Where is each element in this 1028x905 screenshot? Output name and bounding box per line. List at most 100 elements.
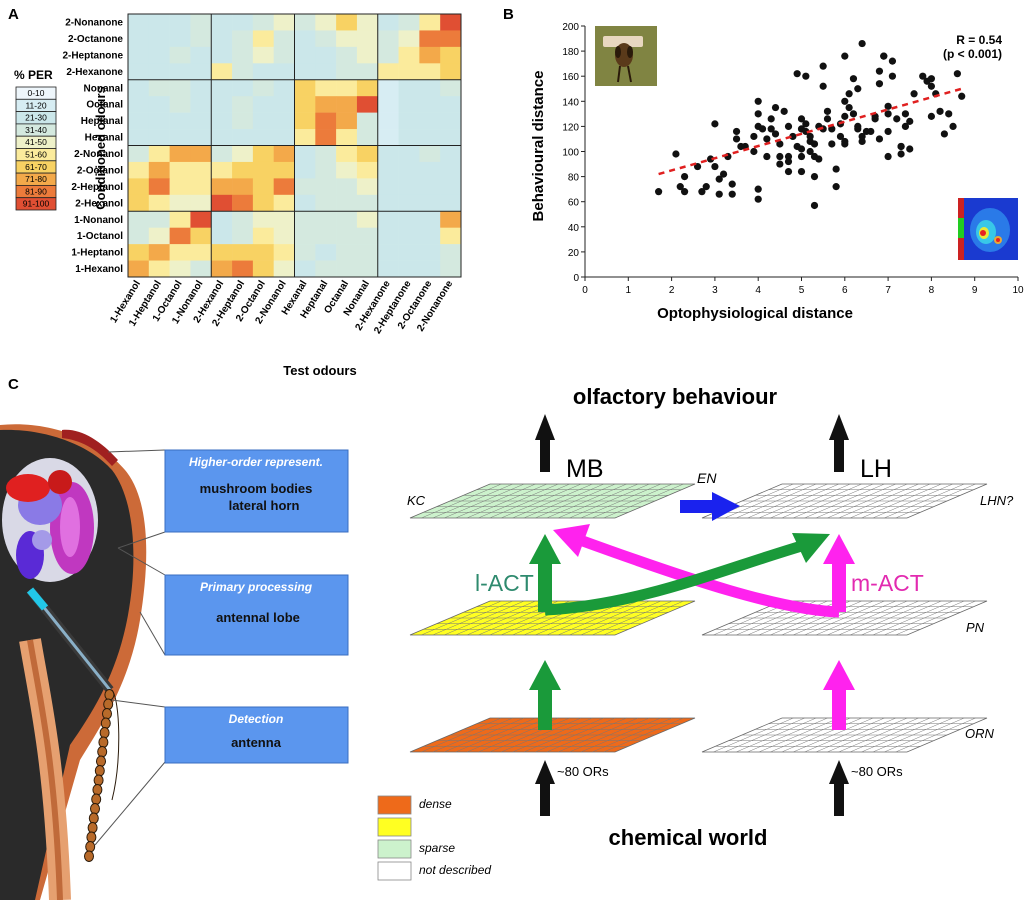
olfactory-behaviour-label: olfactory behaviour (573, 384, 778, 409)
scatter-point (906, 117, 914, 125)
heatmap-cell (356, 96, 379, 113)
heatmap-cell (169, 63, 191, 81)
scatter-point (754, 97, 762, 105)
heatmap-cell (398, 178, 420, 196)
heatmap-cell (128, 46, 150, 64)
heatmap-cell (190, 244, 212, 261)
heatmap-cell (232, 46, 254, 64)
heatmap-cell (294, 30, 316, 48)
panel-label-a: A (8, 6, 19, 23)
heatmap-cell (440, 244, 462, 261)
heatmap-cell (315, 244, 337, 261)
heatmap-cell (148, 14, 170, 31)
scatter-point (819, 82, 827, 90)
heatmap-cell (440, 145, 462, 163)
x-tick-label: 5 (799, 285, 805, 296)
scatter-point (823, 115, 832, 123)
heatmap-cell (232, 161, 254, 179)
density-legend-label: not described (419, 863, 491, 877)
heatmap-cell (440, 96, 462, 113)
heatmap-cell (398, 30, 420, 48)
heatmap-cell (398, 129, 420, 146)
row-label: 2-Heptanone (62, 50, 123, 61)
row-label: 2-Nonanol (74, 149, 123, 160)
heatmap-cell (377, 96, 399, 113)
scatter-point (728, 180, 736, 188)
heatmap-cell (336, 112, 358, 130)
heatmap-cell (440, 14, 462, 31)
heatmap-cell (294, 161, 316, 179)
x-tick-label: 3 (712, 285, 718, 296)
heatmap-cell (377, 112, 399, 130)
heatmap-cell (211, 260, 233, 278)
heatmap-cell (440, 46, 462, 64)
scatter-point (828, 140, 836, 148)
heatmap-cell (190, 161, 212, 179)
scatter-point (797, 152, 806, 161)
scatter-point (680, 173, 689, 181)
y-tick-label: 180 (562, 47, 579, 58)
heatmap-cell (356, 30, 379, 48)
scatter-point (784, 167, 793, 176)
heatmap-cell (232, 14, 254, 31)
row-label: 1-Nonanol (74, 215, 123, 226)
heatmap-cell (336, 260, 358, 278)
bee-head-illustration (0, 424, 147, 900)
pn-plane-right (701, 600, 988, 636)
heatmap-cell (211, 145, 233, 163)
orn-label: ORN (965, 726, 995, 741)
heatmap-row-labels: 2-Nonanone 2-Octanone 2-Heptanone 2-Hexanon… (62, 18, 123, 276)
network-planes (409, 483, 988, 753)
density-legend-label: sparse (419, 841, 455, 855)
heatmap-cell (190, 96, 212, 113)
heatmap-cell (398, 63, 420, 81)
row-label: 1-Heptanol (71, 248, 123, 259)
row-label: 2-Nonanone (65, 18, 123, 29)
orn-to-pn-arrows (529, 660, 855, 730)
heatmap-cell (294, 194, 316, 212)
heatmap-cell (419, 14, 441, 31)
heatmap-cell (398, 145, 420, 163)
heatmap-cell (419, 145, 441, 163)
heatmap-cell (336, 227, 358, 245)
heatmap-cell (128, 194, 150, 212)
l-act-label: l-ACT (475, 570, 534, 596)
m-act-label: m-ACT (851, 570, 924, 596)
scatter-point (841, 52, 849, 60)
heatmap-cell (336, 63, 358, 81)
heatmap-cell (315, 178, 337, 196)
heatmap-cell (419, 46, 441, 64)
heatmap-cell (419, 260, 441, 278)
heatmap-cell (169, 211, 191, 228)
heatmap-cell (169, 178, 191, 196)
scatter-point (776, 160, 784, 168)
heatmap-cell (252, 211, 274, 228)
heatmap-cell (356, 112, 379, 130)
panel-label-c: C (8, 376, 19, 393)
legend-bin-label: 71-80 (25, 174, 47, 184)
scatter-points (655, 39, 966, 210)
level-connectors (94, 449, 166, 846)
heatmap-column-labels: 1-Hexanol1-Heptanol1-Octanol1-Nonanol2-H… (108, 278, 455, 336)
legend-bin-label: 21-30 (25, 113, 47, 123)
scatter-point (784, 157, 793, 166)
scatter-point (884, 110, 892, 118)
scatter-point (845, 90, 853, 98)
heatmap-cell (190, 30, 212, 48)
heatmap-cell (273, 14, 295, 31)
heatmap-cell (356, 260, 379, 278)
heatmap-cell (232, 129, 254, 146)
legend-bin-label: 11-20 (25, 100, 46, 110)
heatmap-cell (398, 227, 420, 245)
heatmap-cell (169, 161, 191, 179)
heatmap-cell (356, 14, 379, 31)
heatmap-cell (377, 30, 399, 48)
y-tick-label: 0 (573, 273, 579, 284)
heatmap-x-axis-label: Test odours (283, 363, 356, 378)
kc-label: KC (407, 493, 426, 508)
output-arrows (535, 414, 849, 472)
heatmap-cell (148, 244, 170, 261)
heatmap-y-axis-label: Conditioned odours (93, 86, 108, 209)
orn-plane-right (701, 717, 988, 753)
heatmap-cell (336, 14, 358, 31)
